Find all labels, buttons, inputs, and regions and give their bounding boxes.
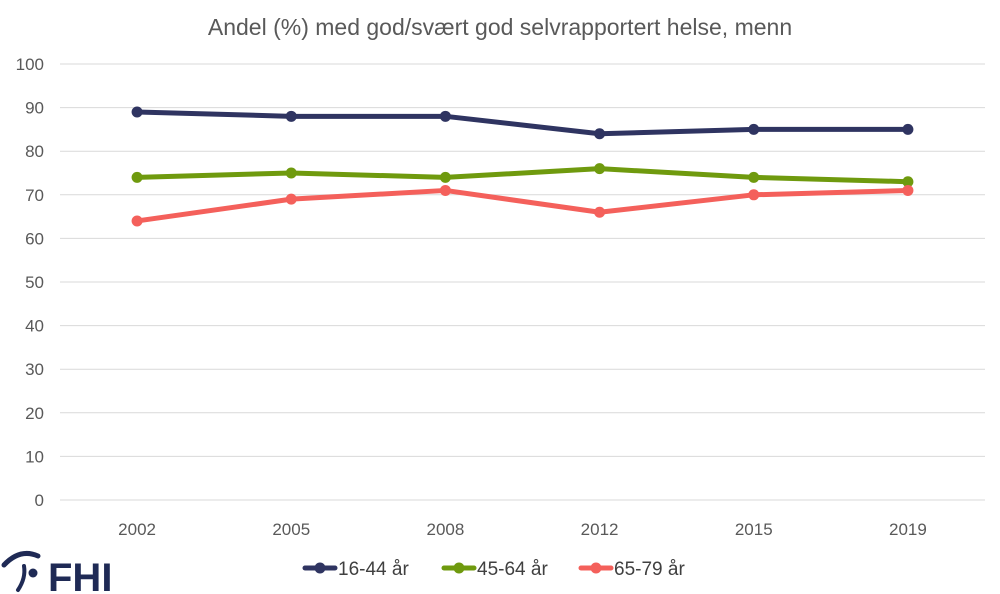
legend-marker xyxy=(453,562,465,574)
x-tick-label: 2019 xyxy=(889,520,927,539)
data-point xyxy=(439,184,451,196)
series-0 xyxy=(131,106,914,140)
legend-label: 45-64 år xyxy=(477,559,548,580)
data-point xyxy=(902,184,914,196)
x-tick-label: 2005 xyxy=(272,520,310,539)
y-tick-label: 80 xyxy=(25,142,44,161)
x-axis-ticks: 2002 2005 2008 2012 2015 2019 xyxy=(118,520,927,539)
data-point xyxy=(594,163,606,175)
data-point xyxy=(594,206,606,218)
legend-item: 45-64 år xyxy=(441,559,548,580)
data-point xyxy=(285,193,297,205)
chart-title: Andel (%) med god/svært god selvrapporte… xyxy=(208,14,792,40)
x-tick-label: 2015 xyxy=(735,520,773,539)
y-tick-label: 30 xyxy=(25,360,44,379)
fhi-logo-text: FHI xyxy=(48,556,112,594)
data-point xyxy=(131,171,143,183)
series-2 xyxy=(131,184,914,227)
x-tick-label: 2012 xyxy=(581,520,619,539)
y-tick-label: 40 xyxy=(25,317,44,336)
data-point xyxy=(285,167,297,179)
data-point xyxy=(131,106,143,118)
series-lines xyxy=(131,106,914,227)
legend-item: 16-44 år xyxy=(302,559,409,580)
data-point xyxy=(902,176,914,188)
gridlines xyxy=(60,63,985,501)
legend-label: 16-44 år xyxy=(338,559,409,580)
fhi-logo-icon xyxy=(1,551,41,592)
x-tick-label: 2008 xyxy=(427,520,465,539)
y-tick-label: 0 xyxy=(35,491,44,510)
data-point xyxy=(748,123,760,135)
data-point xyxy=(748,171,760,183)
x-tick-label: 2002 xyxy=(118,520,156,539)
y-tick-label: 90 xyxy=(25,99,44,118)
series-line xyxy=(134,166,911,185)
data-point xyxy=(439,110,451,122)
data-point xyxy=(748,189,760,201)
legend: 16-44 år 45-64 år 65-79 år xyxy=(302,559,685,580)
legend-marker xyxy=(590,562,602,574)
series-1 xyxy=(131,163,914,188)
legend-item: 65-79 år xyxy=(578,559,685,580)
y-tick-label: 20 xyxy=(25,404,44,423)
y-tick-label: 60 xyxy=(25,229,44,248)
data-point xyxy=(902,123,914,135)
y-tick-label: 10 xyxy=(25,447,44,466)
y-tick-label: 50 xyxy=(25,273,44,292)
data-point xyxy=(131,215,143,227)
legend-label: 65-79 år xyxy=(614,559,685,580)
data-point xyxy=(439,171,451,183)
y-tick-label: 70 xyxy=(25,186,44,205)
legend-marker xyxy=(314,562,326,574)
fhi-logo: FHI xyxy=(1,551,112,594)
y-axis-ticks: 0 10 20 30 40 50 60 70 80 90 100 xyxy=(16,55,44,510)
data-point xyxy=(285,110,297,122)
series-line xyxy=(134,109,911,137)
y-tick-label: 100 xyxy=(16,55,44,74)
series-line xyxy=(134,187,911,224)
data-point xyxy=(594,128,606,140)
